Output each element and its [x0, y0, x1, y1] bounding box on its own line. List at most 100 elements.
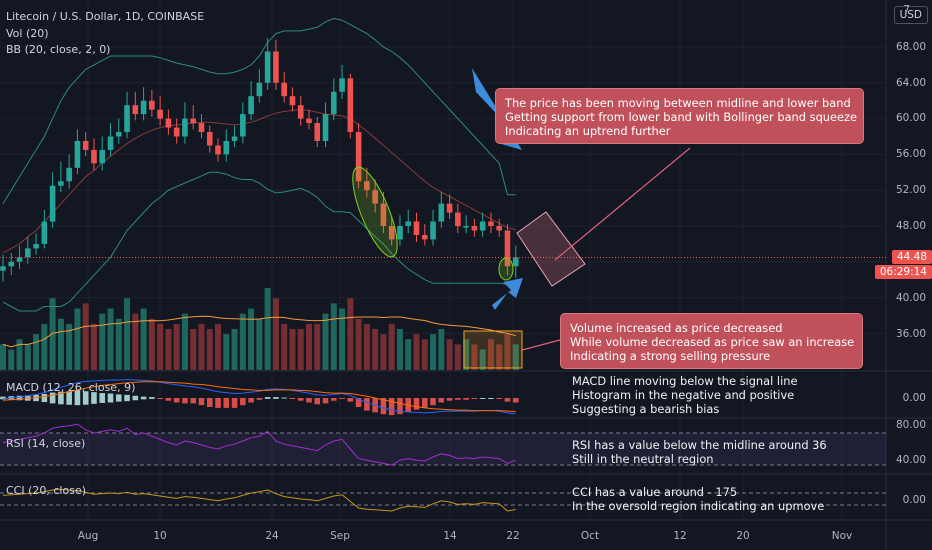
candle-body: [380, 203, 387, 226]
support-ellipse: [498, 257, 514, 281]
macd-histogram-bar: [397, 398, 403, 415]
cci-legend[interactable]: CCI (20, close): [6, 484, 87, 497]
callout-line: Indicating an uptrend further: [505, 124, 671, 138]
candle-body: [190, 118, 197, 124]
candle-body: [82, 140, 89, 150]
volume-bar: [173, 323, 180, 370]
macd-histogram-bar: [82, 391, 89, 405]
volume-bar: [504, 334, 511, 370]
volume-bar: [115, 318, 122, 370]
macd-histogram-bar: [248, 398, 254, 403]
macd-histogram-bar: [512, 398, 519, 403]
macd-histogram-bar: [413, 398, 420, 410]
macd-line: [2, 379, 516, 415]
top-callout[interactable]: The price has been moving between midlin…: [495, 88, 864, 144]
bollinger-legend[interactable]: BB (20, close, 2, 0): [6, 43, 111, 56]
macd-histogram-bar: [198, 398, 205, 406]
candle-body: [471, 226, 478, 231]
volume-bar: [339, 308, 346, 370]
macd-histogram-bar: [355, 398, 362, 407]
candle-body: [347, 78, 354, 133]
candle-body: [149, 100, 155, 110]
macd-histogram-bar: [438, 398, 445, 403]
candle-body: [421, 234, 428, 240]
projection-box: [516, 211, 586, 287]
candle-body: [0, 266, 6, 271]
price-tick-top: 7: [903, 4, 910, 16]
volume-highlight-box: [463, 330, 523, 369]
volume-bar: [231, 329, 238, 370]
candle-body: [322, 114, 329, 141]
price-tick: 52.00: [895, 184, 926, 196]
volume-bar: [347, 298, 354, 370]
x-tick: Nov: [831, 530, 853, 542]
macd-histogram-bar: [479, 398, 486, 399]
macd-tick: 0.00: [902, 392, 926, 404]
volume-bar: [198, 323, 205, 370]
volume-bar: [140, 308, 147, 370]
macd-histogram-bar: [388, 398, 395, 416]
macd-histogram-bar: [455, 398, 461, 400]
macd-histogram-bar: [421, 398, 428, 408]
price-tick: 64.00: [895, 77, 926, 89]
callout-line: Indicating a strong selling pressure: [570, 349, 771, 363]
macd-histogram-bar: [215, 398, 221, 408]
rsi-legend[interactable]: RSI (14, close): [6, 437, 86, 450]
volume-bar: [512, 344, 519, 370]
macd-legend[interactable]: MACD (12, 26, close, 9): [6, 381, 136, 394]
rsi-note[interactable]: RSI has a value below the midline around…: [572, 438, 827, 466]
note-line: Still in the neutral region: [572, 452, 714, 466]
macd-histogram-bar: [0, 396, 6, 400]
volume-bar: [438, 329, 445, 370]
volume-bar: [248, 308, 255, 370]
macd-histogram-bar: [41, 393, 48, 403]
macd-histogram-bar: [132, 395, 139, 401]
note-line: RSI has a value below the midline around…: [572, 438, 827, 452]
volume-bar: [0, 344, 6, 370]
callout-line: While volume decreased as price saw an i…: [570, 335, 855, 349]
callout-line: Getting support from lower band with Bol…: [505, 110, 858, 124]
volume-bar: [256, 318, 263, 370]
volume-bar: [322, 313, 329, 370]
candle-body: [157, 109, 163, 119]
volume-bar: [157, 323, 164, 370]
price-tick: 40.00: [895, 292, 926, 304]
volume-bar: [206, 329, 213, 370]
macd-histogram-bar: [58, 391, 64, 405]
volume-bar: [148, 318, 155, 370]
candle-body: [438, 203, 445, 222]
volume-bar: [90, 323, 97, 370]
candle-body: [215, 145, 221, 155]
volume-bar: [107, 308, 114, 370]
up-arrow: [492, 278, 523, 310]
cci-note[interactable]: CCI has a value around - 175 In the over…: [572, 485, 824, 513]
x-tick: 10: [153, 530, 167, 542]
candle-body: [372, 190, 378, 204]
macd-histogram-bar: [74, 390, 81, 406]
candle-body: [173, 127, 180, 137]
candle-body: [339, 78, 345, 92]
candle-body: [223, 140, 230, 155]
volume-bar: [74, 308, 81, 370]
macd-note[interactable]: MACD line moving below the signal line H…: [572, 374, 797, 416]
bb-lower-line: [2, 171, 516, 312]
candle-body: [488, 221, 494, 226]
candle-body: [413, 221, 420, 235]
volume-bar: [355, 318, 362, 370]
price-tick: 48.00: [895, 220, 926, 232]
volume-bar: [99, 313, 106, 370]
macd-histogram-bar: [364, 398, 370, 411]
currency-button[interactable]: USD: [893, 6, 928, 24]
note-line: Histogram in the negative and positive: [572, 388, 795, 402]
volume-callout[interactable]: Volume increased as price decreased Whil…: [560, 313, 863, 369]
macd-histogram-bar: [190, 398, 197, 404]
candle-body: [496, 226, 502, 231]
symbol-title[interactable]: Litecoin / U.S. Dollar, 1D, COINBASE: [6, 10, 205, 23]
volume-legend[interactable]: Vol (20): [6, 27, 49, 40]
volume-bar: [430, 334, 437, 370]
candle-body: [512, 257, 519, 267]
volume-bar: [388, 323, 395, 370]
volume-bar: [264, 288, 271, 370]
volume-bar: [463, 339, 470, 370]
